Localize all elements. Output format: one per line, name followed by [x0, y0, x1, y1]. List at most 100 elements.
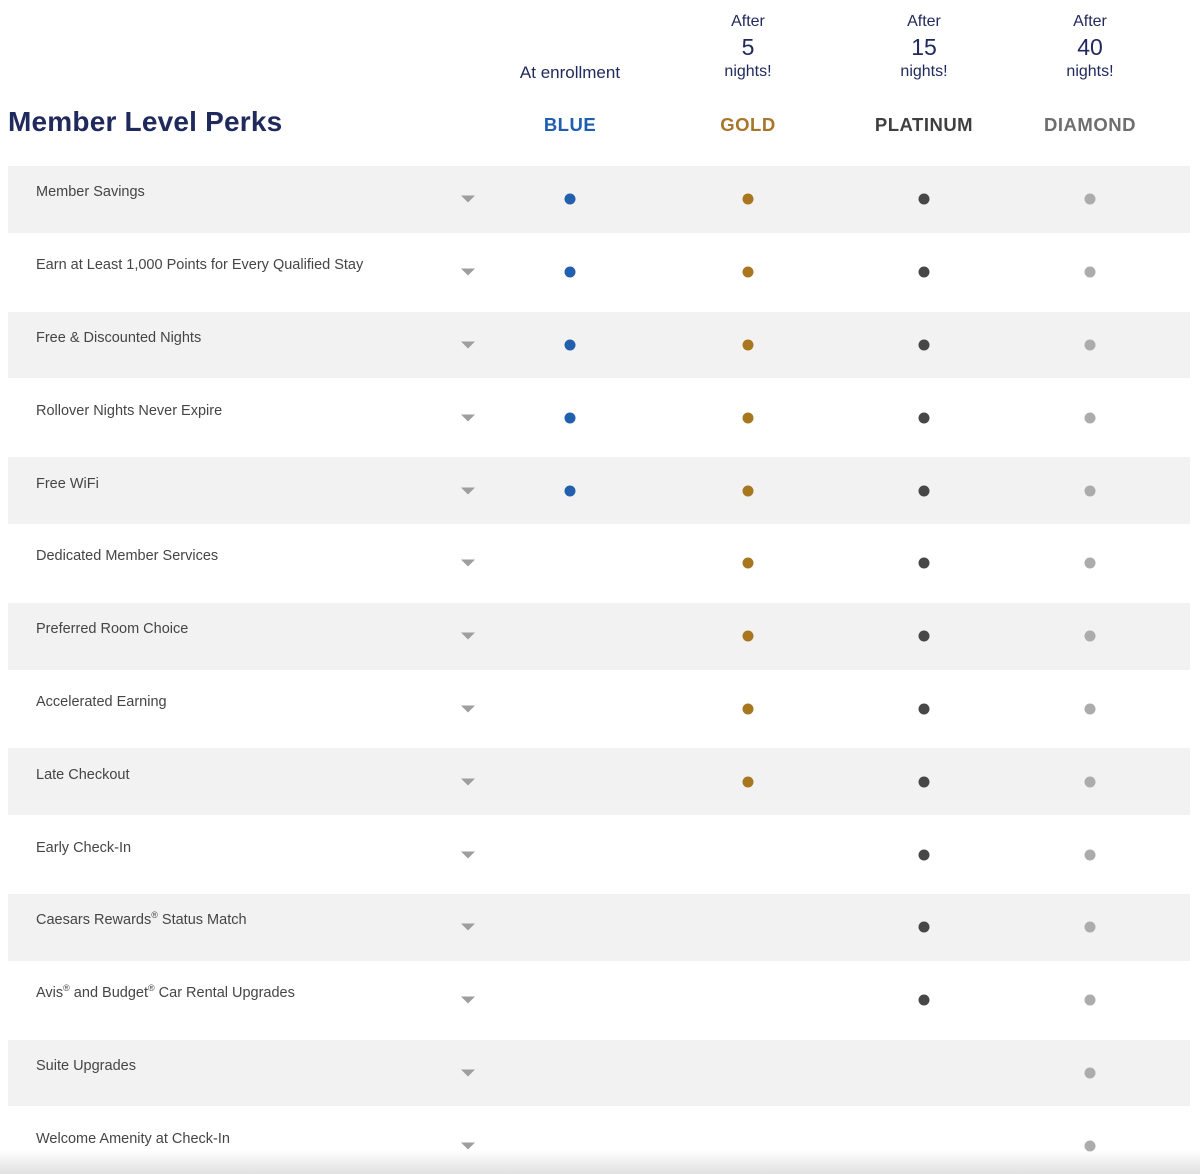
tier-label-diamond: DIAMOND: [1044, 114, 1136, 135]
column-header-platinum: After 15 nights! PLATINUM: [834, 0, 1014, 163]
chevron-down-icon[interactable]: [461, 778, 475, 786]
perk-label: Free & Discounted Nights: [36, 329, 202, 346]
perk-label: Earn at Least 1,000 Points for Every Qua…: [36, 257, 364, 274]
column-header-gold: After 5 nights! GOLD: [658, 0, 838, 163]
table-row[interactable]: Early Check-In: [8, 818, 1190, 891]
perk-label: Early Check-In: [36, 839, 132, 856]
table-row[interactable]: Accelerated Earning: [8, 673, 1190, 746]
chevron-down-icon[interactable]: [461, 632, 475, 640]
qualifier-platinum-count: 15: [911, 34, 937, 60]
qualifier-platinum-nights: nights!: [900, 63, 948, 80]
table-row[interactable]: Caesars Rewards® Status Match: [8, 890, 1190, 964]
table-row[interactable]: Rollover Nights Never Expire: [8, 381, 1190, 454]
table-row[interactable]: Free WiFi: [8, 454, 1190, 527]
tier-dot-diamond: [1084, 557, 1096, 569]
tier-dot-gold: [742, 630, 754, 642]
tier-label-platinum: PLATINUM: [874, 114, 974, 135]
table-row[interactable]: Earn at Least 1,000 Points for Every Qua…: [8, 236, 1190, 309]
tier-dot-diamond: [1084, 994, 1096, 1006]
table-header: Member Level Perks At enrollment BLUE Af…: [0, 0, 1200, 163]
tier-dot-diamond: [1084, 193, 1096, 205]
tier-dot-gold: [742, 703, 754, 715]
perk-label: Rollover Nights Never Expire: [36, 402, 223, 419]
tier-dot-platinum: [918, 776, 930, 788]
qualifier-gold-nights: nights!: [724, 63, 772, 80]
qualifier-gold-count: 5: [741, 34, 755, 60]
table-row[interactable]: Member Savings: [8, 163, 1190, 236]
table-row[interactable]: Dedicated Member Services: [8, 527, 1190, 600]
tier-dot-diamond: [1084, 776, 1096, 788]
chevron-down-icon[interactable]: [461, 559, 475, 567]
qualifier-platinum-after: After: [907, 13, 941, 30]
perk-label: Free WiFi: [36, 475, 99, 492]
table-row[interactable]: Welcome Amenity at Check-In: [8, 1109, 1190, 1174]
qualifier-blue: At enrollment: [519, 63, 621, 82]
chevron-down-icon[interactable]: [461, 341, 475, 349]
table-row[interactable]: Free & Discounted Nights: [8, 308, 1190, 382]
perk-label: Welcome Amenity at Check-In: [36, 1130, 230, 1147]
tier-dot-diamond: [1084, 849, 1096, 861]
tier-dot-gold: [742, 412, 754, 424]
table-row[interactable]: Preferred Room Choice: [8, 599, 1190, 673]
column-header-blue: At enrollment BLUE: [480, 0, 660, 163]
tier-dot-platinum: [918, 557, 930, 569]
perk-label: Caesars Rewards® Status Match: [36, 910, 247, 929]
column-header-diamond: After 40 nights! DIAMOND: [1000, 0, 1180, 163]
chevron-down-icon[interactable]: [461, 1069, 475, 1077]
perk-label: Member Savings: [36, 184, 145, 201]
tier-dot-platinum: [918, 412, 930, 424]
tier-dot-diamond: [1084, 921, 1096, 933]
chevron-down-icon[interactable]: [461, 487, 475, 495]
tier-dot-platinum: [918, 849, 930, 861]
tier-dot-gold: [742, 193, 754, 205]
qualifier-diamond: After 40 nights!: [1000, 10, 1180, 84]
tier-dot-platinum: [918, 921, 930, 933]
tier-dot-diamond: [1084, 703, 1096, 715]
tier-dot-diamond: [1084, 266, 1096, 278]
tier-dot-gold: [742, 339, 754, 351]
tier-dot-blue: [564, 339, 576, 351]
page-title: Member Level Perks: [8, 106, 283, 137]
chevron-down-icon[interactable]: [461, 1142, 475, 1150]
tier-dot-platinum: [918, 339, 930, 351]
chevron-down-icon[interactable]: [461, 923, 475, 931]
qualifier-diamond-nights: nights!: [1066, 63, 1114, 80]
tier-label-gold: GOLD: [720, 114, 776, 135]
tier-dot-platinum: [918, 630, 930, 642]
tier-label-blue: BLUE: [543, 114, 597, 135]
qualifier-diamond-after: After: [1073, 13, 1107, 30]
tier-dot-platinum: [918, 485, 930, 497]
tier-dot-diamond: [1084, 630, 1096, 642]
perk-label: Suite Upgrades: [36, 1057, 136, 1074]
chevron-down-icon[interactable]: [461, 705, 475, 713]
chevron-down-icon[interactable]: [461, 414, 475, 422]
tier-dot-diamond: [1084, 339, 1096, 351]
perk-label: Accelerated Earning: [36, 693, 167, 710]
perk-label: Dedicated Member Services: [36, 548, 219, 565]
tier-dot-diamond: [1084, 1140, 1096, 1152]
tier-dot-gold: [742, 776, 754, 788]
perk-label: Preferred Room Choice: [36, 621, 189, 638]
qualifier-platinum: After 15 nights!: [834, 10, 1014, 84]
tier-dot-platinum: [918, 266, 930, 278]
tier-dot-gold: [742, 266, 754, 278]
tier-dot-blue: [564, 412, 576, 424]
tier-dot-blue: [564, 485, 576, 497]
tier-dot-platinum: [918, 193, 930, 205]
perks-table: Member Savings Earn at Least 1,000 Points…: [0, 163, 1200, 1174]
table-row[interactable]: Suite Upgrades: [8, 1036, 1190, 1110]
table-row[interactable]: Avis® and Budget® Car Rental Upgrades: [8, 964, 1190, 1037]
tier-dot-blue: [564, 193, 576, 205]
chevron-down-icon[interactable]: [461, 851, 475, 859]
qualifier-diamond-count: 40: [1077, 34, 1103, 60]
chevron-down-icon[interactable]: [461, 195, 475, 203]
qualifier-gold-after: After: [731, 13, 765, 30]
qualifier-gold: After 5 nights!: [658, 10, 838, 84]
perk-label: Late Checkout: [36, 766, 130, 783]
chevron-down-icon[interactable]: [461, 268, 475, 276]
table-row[interactable]: Late Checkout: [8, 745, 1190, 819]
chevron-down-icon[interactable]: [461, 996, 475, 1004]
tier-dot-diamond: [1084, 485, 1096, 497]
tier-dot-platinum: [918, 703, 930, 715]
